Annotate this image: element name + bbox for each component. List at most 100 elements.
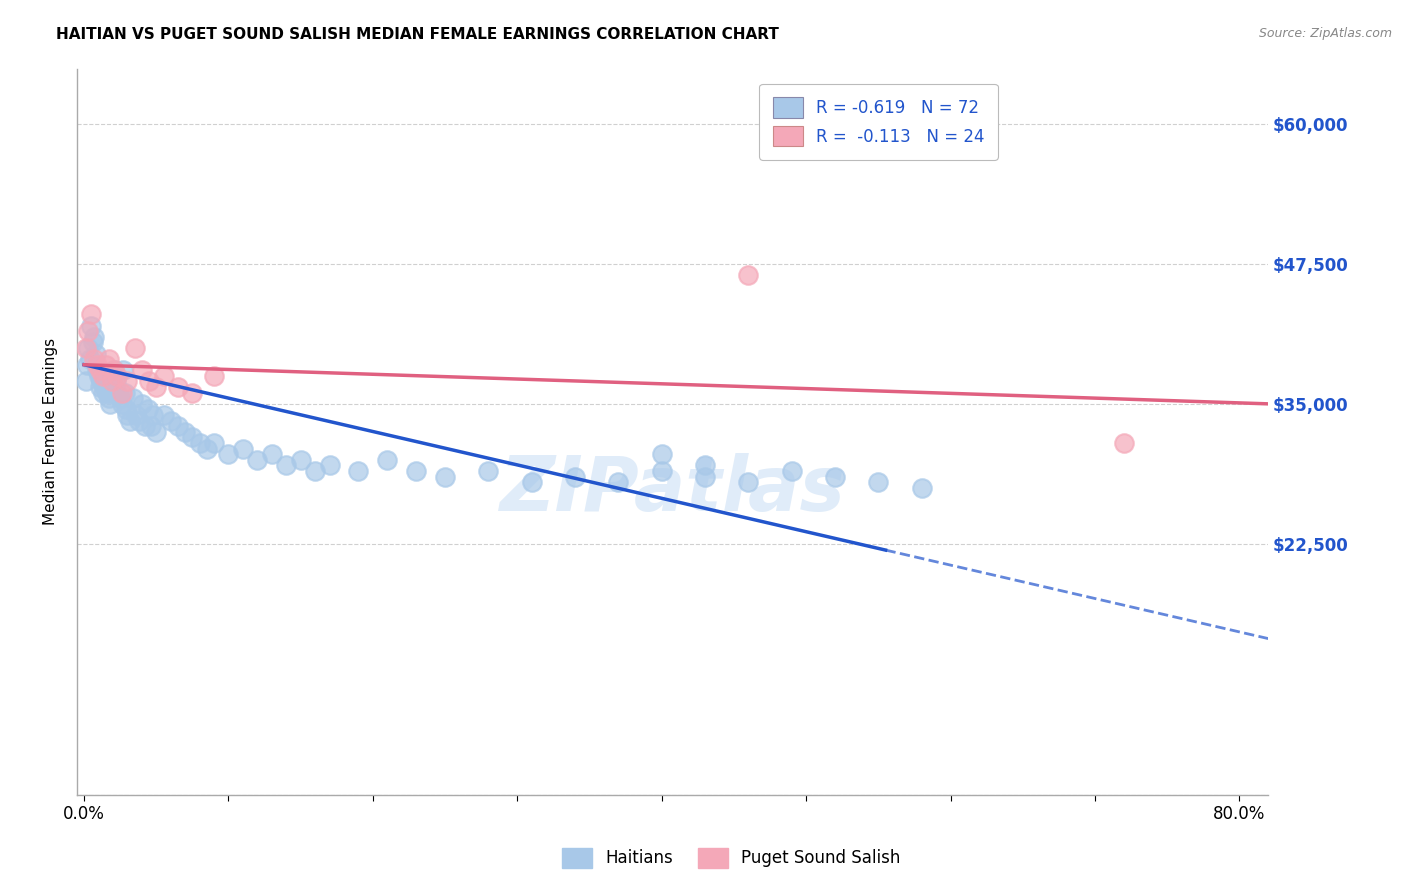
- Point: [89, 380, 111, 394]
- Point: [174, 425, 197, 439]
- Point: [122, 391, 145, 405]
- Point: [152, 368, 174, 383]
- Point: [87, 368, 110, 383]
- Point: [375, 452, 398, 467]
- Point: [104, 375, 127, 389]
- Point: [100, 385, 122, 400]
- Point: [76, 358, 98, 372]
- Text: HAITIAN VS PUGET SOUND SALISH MEDIAN FEMALE EARNINGS CORRELATION CHART: HAITIAN VS PUGET SOUND SALISH MEDIAN FEM…: [56, 27, 779, 42]
- Point: [114, 385, 136, 400]
- Point: [276, 458, 298, 473]
- Point: [405, 464, 427, 478]
- Point: [97, 352, 120, 367]
- Point: [128, 414, 150, 428]
- Point: [80, 318, 103, 333]
- Point: [181, 385, 204, 400]
- Point: [780, 464, 803, 478]
- Point: [90, 375, 112, 389]
- Point: [82, 335, 104, 350]
- Point: [75, 341, 97, 355]
- Point: [136, 402, 159, 417]
- Point: [318, 458, 340, 473]
- Point: [94, 368, 117, 383]
- Point: [131, 397, 153, 411]
- Point: [125, 408, 148, 422]
- Text: ZIPatlas: ZIPatlas: [499, 453, 845, 527]
- Point: [145, 380, 167, 394]
- Point: [89, 363, 111, 377]
- Point: [520, 475, 543, 489]
- Point: [139, 419, 162, 434]
- Point: [77, 324, 100, 338]
- Point: [83, 352, 105, 367]
- Point: [477, 464, 499, 478]
- Point: [94, 358, 117, 372]
- Point: [134, 419, 156, 434]
- Point: [246, 452, 269, 467]
- Point: [83, 330, 105, 344]
- Point: [86, 358, 108, 372]
- Point: [98, 397, 121, 411]
- Point: [232, 442, 254, 456]
- Point: [91, 368, 114, 383]
- Point: [105, 368, 128, 383]
- Point: [80, 307, 103, 321]
- Point: [79, 352, 101, 367]
- Text: Source: ZipAtlas.com: Source: ZipAtlas.com: [1258, 27, 1392, 40]
- Point: [96, 385, 118, 400]
- Point: [195, 442, 218, 456]
- Point: [120, 414, 142, 428]
- Point: [290, 452, 312, 467]
- Legend: Haitians, Puget Sound Salish: Haitians, Puget Sound Salish: [555, 841, 907, 875]
- Point: [117, 408, 139, 422]
- Point: [824, 469, 846, 483]
- Point: [202, 436, 225, 450]
- Point: [91, 385, 114, 400]
- Point: [564, 469, 586, 483]
- Point: [84, 346, 107, 360]
- Point: [693, 469, 716, 483]
- Point: [124, 341, 146, 355]
- Point: [152, 408, 174, 422]
- Point: [103, 363, 125, 377]
- Point: [737, 475, 759, 489]
- Point: [86, 363, 108, 377]
- Point: [911, 481, 934, 495]
- Point: [188, 436, 211, 450]
- Point: [1112, 436, 1135, 450]
- Point: [111, 397, 134, 411]
- Point: [93, 380, 115, 394]
- Point: [868, 475, 890, 489]
- Point: [77, 341, 100, 355]
- Point: [181, 430, 204, 444]
- Point: [115, 402, 138, 417]
- Point: [347, 464, 370, 478]
- Point: [138, 375, 160, 389]
- Point: [167, 419, 190, 434]
- Point: [159, 414, 181, 428]
- Point: [108, 391, 131, 405]
- Point: [103, 363, 125, 377]
- Point: [101, 380, 124, 394]
- Point: [434, 469, 457, 483]
- Point: [202, 368, 225, 383]
- Point: [260, 447, 283, 461]
- Point: [112, 363, 135, 377]
- Legend: R = -0.619   N = 72, R =  -0.113   N = 24: R = -0.619 N = 72, R = -0.113 N = 24: [759, 84, 998, 160]
- Point: [218, 447, 240, 461]
- Y-axis label: Median Female Earnings: Median Female Earnings: [44, 338, 58, 525]
- Point: [117, 375, 139, 389]
- Point: [105, 385, 128, 400]
- Point: [111, 385, 134, 400]
- Point: [97, 391, 120, 405]
- Point: [100, 375, 122, 389]
- Point: [131, 363, 153, 377]
- Point: [145, 425, 167, 439]
- Point: [607, 475, 630, 489]
- Point: [142, 408, 165, 422]
- Point: [75, 375, 97, 389]
- Point: [304, 464, 326, 478]
- Point: [737, 268, 759, 283]
- Point: [651, 464, 673, 478]
- Point: [651, 447, 673, 461]
